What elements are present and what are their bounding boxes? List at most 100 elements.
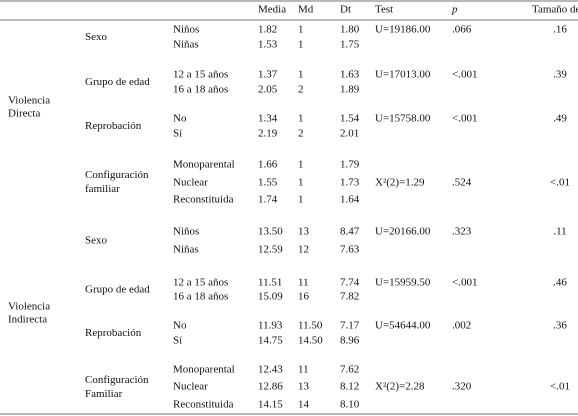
p-value: .323: [452, 226, 472, 238]
effect-size: .39: [553, 69, 567, 81]
cell: 1.79: [340, 159, 360, 171]
cell: 12: [298, 244, 309, 256]
cell: 11.93: [258, 320, 283, 332]
cell: 1.64: [340, 194, 360, 206]
test: U=17013.00: [375, 69, 431, 81]
category: Reconstituida: [173, 399, 234, 411]
cell: 8.12: [340, 381, 359, 393]
group-label: Violencia: [8, 95, 50, 107]
test: U=15959.50: [375, 277, 431, 289]
cell: 1.53: [258, 39, 278, 51]
cell: 14.15: [258, 399, 283, 411]
column-header: Md: [298, 4, 314, 16]
category: Monoparental: [173, 159, 235, 171]
cell: 8.96: [340, 335, 360, 347]
cell: 1.73: [340, 177, 360, 189]
cell: 14.50: [298, 335, 323, 347]
cell: 1: [298, 24, 304, 36]
category: No: [173, 320, 187, 332]
category: Reconstituida: [173, 194, 234, 206]
column-header: Dt: [340, 4, 351, 16]
cell: 12.86: [258, 381, 283, 393]
cell: 12.43: [258, 364, 283, 376]
cell: 1: [298, 69, 304, 81]
cell: 14: [298, 399, 310, 411]
p-value: .320: [452, 381, 472, 393]
cell: 13: [298, 381, 310, 393]
category: Monoparental: [173, 364, 235, 376]
test: X²(2)=2.28: [375, 381, 425, 393]
effect-size: .49: [553, 113, 567, 125]
p-value: <.001: [452, 69, 477, 81]
effect-size: <.01: [550, 177, 570, 189]
effect-size: .36: [553, 320, 567, 332]
cell: 13.50: [258, 226, 283, 238]
column-header: p: [451, 4, 458, 16]
cell: 15.09: [258, 291, 283, 303]
category: 16 a 18 años: [173, 84, 228, 96]
column-header: Test: [375, 4, 393, 16]
category: 12 a 15 años: [173, 277, 228, 289]
category: 12 a 15 años: [173, 69, 228, 81]
cell: 1: [298, 39, 304, 51]
test: U=19186.00: [375, 24, 431, 36]
variable-label: Configuración: [85, 374, 149, 386]
cell: 1: [298, 194, 304, 206]
category: Sí: [173, 128, 182, 140]
cell: 1.80: [340, 24, 360, 36]
cell: 7.17: [340, 320, 360, 332]
group-label: Directa: [8, 108, 40, 120]
cell: 1: [298, 177, 304, 189]
cell: 11: [298, 277, 309, 289]
variable-label: Sexo: [85, 235, 108, 247]
cell: 8.10: [340, 399, 360, 411]
test: U=54644.00: [375, 320, 431, 332]
cell: 2: [298, 128, 304, 140]
cell: 1.66: [258, 159, 278, 171]
test: X²(2)=1.29: [375, 177, 425, 189]
cell: 1: [298, 113, 304, 125]
variable-label: Familiar: [85, 388, 123, 400]
cell: 2.01: [340, 128, 359, 140]
cell: 16: [298, 291, 310, 303]
category: Niños: [173, 226, 199, 238]
variable-label: Grupo de edad: [85, 76, 150, 88]
cell: 7.74: [340, 277, 360, 289]
category: Nuclear: [173, 177, 208, 189]
cell: 13: [298, 226, 310, 238]
variable-label: Reprobación: [85, 327, 142, 339]
cell: 1: [298, 159, 304, 171]
category: Niñas: [173, 39, 199, 51]
variable-label: Grupo de edad: [85, 284, 150, 296]
cell: 11: [298, 364, 309, 376]
cell: 1.63: [340, 69, 360, 81]
cell: 1.74: [258, 194, 278, 206]
category: No: [173, 113, 187, 125]
cell: 1.82: [258, 24, 277, 36]
cell: 1.54: [340, 113, 360, 125]
p-value: .002: [452, 320, 471, 332]
column-header: Tamaño de efecto: [532, 4, 578, 16]
variable-label: familiar: [85, 183, 120, 195]
category: Sí: [173, 335, 182, 347]
variable-label: Sexo: [85, 31, 108, 43]
cell: 1.75: [340, 39, 360, 51]
cell: 7.82: [340, 291, 359, 303]
cell: 2.05: [258, 84, 278, 96]
p-value: .066: [452, 24, 472, 36]
cell: 1.55: [258, 177, 278, 189]
p-value: .524: [452, 177, 472, 189]
variable-label: Reprobación: [85, 120, 142, 132]
category: 16 a 18 años: [173, 291, 228, 303]
cell: 12.59: [258, 244, 283, 256]
group-label: Violencia: [8, 300, 50, 312]
variable-label: Configuración: [85, 169, 149, 181]
effect-size: .11: [553, 226, 566, 238]
category: Niños: [173, 24, 199, 36]
p-value: <.001: [452, 113, 477, 125]
effect-size: .46: [553, 277, 567, 289]
cell: 11.51: [258, 277, 282, 289]
cell: 8.47: [340, 226, 360, 238]
category: Nuclear: [173, 381, 208, 393]
